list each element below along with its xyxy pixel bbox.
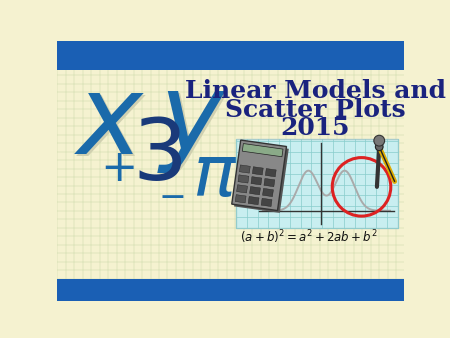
- Polygon shape: [242, 144, 283, 157]
- Text: 2015: 2015: [281, 116, 350, 140]
- Polygon shape: [252, 167, 263, 175]
- Text: $\mathit{x}$: $\mathit{x}$: [76, 72, 148, 180]
- Text: $-$: $-$: [158, 179, 184, 212]
- Text: Scatter Plots: Scatter Plots: [225, 98, 405, 122]
- Polygon shape: [261, 198, 272, 207]
- Bar: [58, 279, 404, 301]
- Circle shape: [374, 135, 385, 146]
- Polygon shape: [250, 187, 261, 195]
- Bar: [58, 41, 404, 71]
- Polygon shape: [237, 185, 248, 193]
- Text: $\pi$: $\pi$: [192, 140, 239, 211]
- Polygon shape: [234, 142, 289, 213]
- Polygon shape: [266, 169, 276, 177]
- Polygon shape: [248, 196, 259, 205]
- Text: Linear Models and: Linear Models and: [185, 79, 446, 103]
- Polygon shape: [264, 178, 275, 187]
- Text: $\mathit{x}$: $\mathit{x}$: [74, 70, 145, 177]
- Text: $3$: $3$: [132, 114, 183, 198]
- Text: $+$: $+$: [100, 147, 135, 190]
- Polygon shape: [262, 188, 274, 197]
- Text: $\mathit{y}$: $\mathit{y}$: [157, 70, 227, 175]
- Polygon shape: [235, 195, 246, 203]
- Bar: [58, 71, 404, 279]
- Polygon shape: [232, 140, 287, 211]
- Polygon shape: [251, 177, 262, 185]
- Bar: [236, 139, 398, 228]
- Circle shape: [375, 143, 383, 151]
- Text: $(a + b)^2 = a^2 + 2ab + b^2$: $(a + b)^2 = a^2 + 2ab + b^2$: [240, 229, 378, 246]
- Polygon shape: [239, 165, 250, 173]
- Text: $\mathit{y}$: $\mathit{y}$: [159, 72, 230, 177]
- Polygon shape: [238, 175, 249, 183]
